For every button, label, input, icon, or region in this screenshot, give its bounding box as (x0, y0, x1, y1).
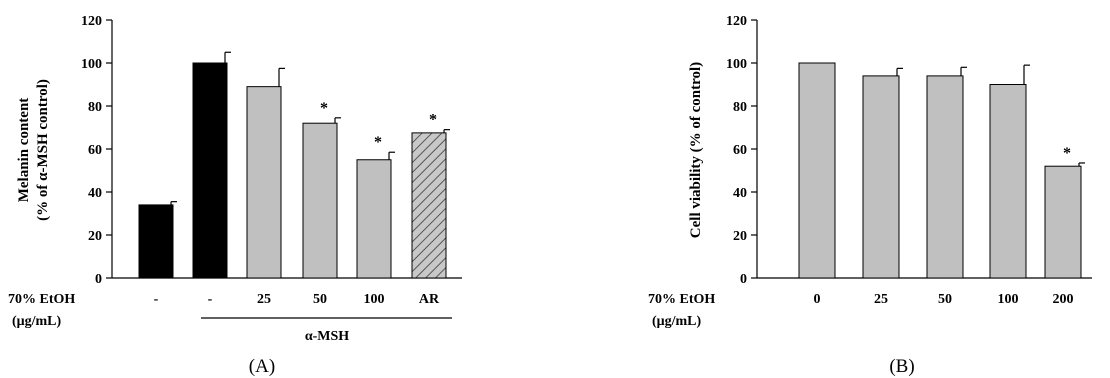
chart-b: 0 20 40 60 80 100 120 Cell viability (% of con… (648, 14, 1092, 377)
y-tick-label: 120 (726, 14, 747, 29)
y-tick-label: 20 (733, 229, 747, 244)
bar (246, 86, 282, 279)
chart-a-y-label-line1: Melanin content (16, 98, 32, 203)
y-tick-label: 20 (88, 229, 102, 244)
category-label: 200 (1053, 292, 1074, 307)
y-tick-label: 0 (95, 272, 102, 287)
significance-mark: * (374, 134, 382, 151)
category-label: 50 (938, 292, 952, 307)
category-label: 25 (257, 292, 271, 307)
chart-a-group-label: α-MSH (305, 329, 349, 344)
chart-b-panel-label: (B) (889, 356, 914, 377)
category-label: 100 (364, 292, 385, 307)
chart-b-treatment-label: 70% EtOH (648, 292, 715, 307)
bar (302, 122, 338, 279)
bar (1044, 165, 1082, 279)
y-tick-label: 60 (733, 143, 747, 158)
chart-a-treatment-label: 70% EtOH (8, 292, 75, 307)
bar (926, 75, 964, 279)
chart-a-unit-label: (μg/mL) (12, 314, 61, 329)
y-tick-label: 100 (726, 57, 747, 72)
category-label: 50 (313, 292, 327, 307)
bar (798, 62, 836, 279)
significance-mark: * (429, 112, 437, 129)
bar (862, 75, 900, 279)
category-label: 25 (874, 292, 888, 307)
chart-a-y-label-line2: (% of α-MSH control) (35, 79, 51, 221)
category-label: 100 (998, 292, 1019, 307)
y-tick-label: 80 (733, 100, 747, 115)
chart-a-category-labels: - - 25 50 100 AR (154, 292, 440, 307)
bar (989, 84, 1027, 279)
significance-mark: * (320, 100, 328, 117)
chart-b-y-label: Cell viability (% of control) (688, 62, 704, 238)
chart-a: 0 20 40 60 80 100 120 Melanin content (% of α-… (8, 14, 462, 377)
significance-mark: * (1063, 145, 1071, 162)
category-label: - (208, 292, 213, 307)
y-tick-label: 80 (88, 100, 102, 115)
chart-b-y-ticks: 0 20 40 60 80 100 120 (726, 14, 757, 287)
bar (356, 159, 392, 279)
y-tick-label: 60 (88, 143, 102, 158)
chart-b-bars: * (798, 62, 1085, 279)
chart-a-y-ticks: 0 20 40 60 80 100 120 (81, 14, 112, 287)
y-tick-label: 0 (740, 272, 747, 287)
chart-a-panel-label: (A) (249, 356, 275, 377)
chart-a-bars: * * * (138, 51, 450, 279)
y-tick-label: 40 (88, 186, 102, 201)
y-tick-label: 40 (733, 186, 747, 201)
chart-b-category-labels: 0 25 50 100 200 (814, 292, 1074, 307)
category-label: AR (419, 292, 440, 307)
category-label: - (154, 292, 159, 307)
y-tick-label: 100 (81, 57, 102, 72)
chart-b-unit-label: (μg/mL) (652, 314, 701, 329)
category-label: 0 (814, 292, 821, 307)
bar (411, 132, 447, 279)
bar (192, 62, 228, 279)
bar (138, 204, 174, 279)
y-tick-label: 120 (81, 14, 102, 29)
